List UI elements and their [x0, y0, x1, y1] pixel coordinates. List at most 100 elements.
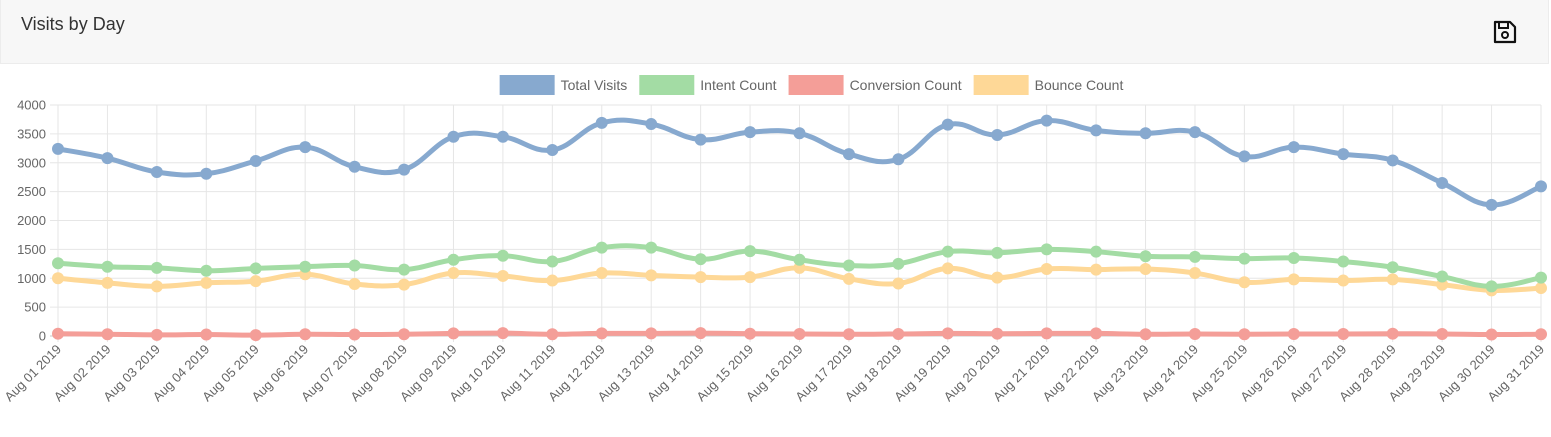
data-point-bounce-count[interactable]: [1139, 263, 1152, 276]
data-point-bounce-count[interactable]: [101, 276, 114, 289]
data-point-bounce-count[interactable]: [546, 274, 559, 287]
data-point-bounce-count[interactable]: [496, 269, 509, 282]
data-point-bounce-count[interactable]: [52, 272, 64, 285]
data-point-conversion-count[interactable]: [793, 327, 806, 340]
data-point-intent-count[interactable]: [52, 257, 64, 270]
data-point-conversion-count[interactable]: [892, 327, 905, 340]
data-point-bounce-count[interactable]: [941, 262, 954, 275]
data-point-total-visits[interactable]: [398, 163, 411, 176]
data-point-intent-count[interactable]: [793, 253, 806, 266]
data-point-intent-count[interactable]: [1485, 280, 1498, 293]
data-point-intent-count[interactable]: [1238, 252, 1251, 265]
data-point-total-visits[interactable]: [1485, 198, 1498, 211]
data-point-bounce-count[interactable]: [694, 271, 707, 284]
data-point-conversion-count[interactable]: [150, 328, 163, 341]
data-point-intent-count[interactable]: [991, 246, 1004, 259]
data-point-conversion-count[interactable]: [496, 327, 509, 340]
data-point-total-visits[interactable]: [941, 118, 954, 131]
data-point-intent-count[interactable]: [447, 253, 460, 266]
data-point-total-visits[interactable]: [1386, 154, 1399, 167]
data-point-conversion-count[interactable]: [1535, 328, 1547, 341]
data-point-total-visits[interactable]: [101, 152, 114, 165]
data-point-bounce-count[interactable]: [744, 271, 757, 284]
data-point-intent-count[interactable]: [200, 264, 213, 277]
data-point-intent-count[interactable]: [1386, 261, 1399, 274]
data-point-total-visits[interactable]: [249, 155, 262, 168]
data-point-conversion-count[interactable]: [1139, 328, 1152, 341]
data-point-conversion-count[interactable]: [299, 328, 312, 341]
data-point-bounce-count[interactable]: [1090, 263, 1103, 276]
data-point-intent-count[interactable]: [496, 249, 509, 262]
data-point-intent-count[interactable]: [1287, 252, 1300, 265]
data-point-conversion-count[interactable]: [101, 328, 114, 341]
data-point-total-visits[interactable]: [892, 153, 905, 166]
data-point-intent-count[interactable]: [299, 260, 312, 273]
data-point-bounce-count[interactable]: [447, 267, 460, 280]
data-point-bounce-count[interactable]: [249, 275, 262, 288]
data-point-conversion-count[interactable]: [1436, 327, 1449, 340]
data-point-intent-count[interactable]: [1535, 271, 1547, 284]
data-point-conversion-count[interactable]: [842, 328, 855, 341]
data-point-conversion-count[interactable]: [398, 328, 411, 341]
data-point-intent-count[interactable]: [546, 255, 559, 268]
data-point-bounce-count[interactable]: [1238, 276, 1251, 289]
data-point-intent-count[interactable]: [1337, 255, 1350, 268]
data-point-total-visits[interactable]: [1535, 180, 1547, 193]
data-point-intent-count[interactable]: [1188, 250, 1201, 263]
data-point-conversion-count[interactable]: [991, 327, 1004, 340]
data-point-conversion-count[interactable]: [744, 327, 757, 340]
data-point-conversion-count[interactable]: [1485, 328, 1498, 341]
save-chart-button[interactable]: [1491, 18, 1519, 46]
data-point-intent-count[interactable]: [398, 263, 411, 276]
data-point-total-visits[interactable]: [744, 126, 757, 139]
data-point-bounce-count[interactable]: [842, 272, 855, 285]
data-point-conversion-count[interactable]: [1337, 327, 1350, 340]
data-point-conversion-count[interactable]: [1238, 328, 1251, 341]
data-point-bounce-count[interactable]: [1386, 273, 1399, 286]
data-point-total-visits[interactable]: [1040, 114, 1053, 127]
data-point-bounce-count[interactable]: [150, 280, 163, 293]
data-point-total-visits[interactable]: [299, 141, 312, 154]
data-point-total-visits[interactable]: [1090, 124, 1103, 137]
data-point-intent-count[interactable]: [694, 253, 707, 266]
data-point-bounce-count[interactable]: [1287, 273, 1300, 286]
data-point-total-visits[interactable]: [348, 160, 361, 173]
data-point-conversion-count[interactable]: [1090, 327, 1103, 340]
data-point-conversion-count[interactable]: [1386, 327, 1399, 340]
data-point-bounce-count[interactable]: [892, 277, 905, 290]
data-point-conversion-count[interactable]: [1188, 327, 1201, 340]
data-point-conversion-count[interactable]: [546, 328, 559, 341]
data-point-intent-count[interactable]: [892, 257, 905, 270]
data-point-intent-count[interactable]: [249, 262, 262, 275]
data-point-bounce-count[interactable]: [595, 267, 608, 280]
data-point-intent-count[interactable]: [150, 261, 163, 274]
data-point-intent-count[interactable]: [744, 245, 757, 258]
data-point-conversion-count[interactable]: [348, 328, 361, 341]
data-point-intent-count[interactable]: [595, 241, 608, 254]
data-point-conversion-count[interactable]: [1040, 327, 1053, 340]
data-point-total-visits[interactable]: [447, 130, 460, 143]
data-point-total-visits[interactable]: [52, 142, 64, 155]
data-point-conversion-count[interactable]: [249, 329, 262, 342]
data-point-total-visits[interactable]: [150, 165, 163, 178]
data-point-conversion-count[interactable]: [447, 327, 460, 340]
data-point-total-visits[interactable]: [991, 129, 1004, 142]
data-point-total-visits[interactable]: [595, 116, 608, 129]
data-point-intent-count[interactable]: [941, 245, 954, 258]
data-point-intent-count[interactable]: [645, 241, 658, 254]
legend-item-total-visits[interactable]: Total Visits: [499, 75, 628, 95]
data-point-bounce-count[interactable]: [1040, 263, 1053, 276]
data-point-total-visits[interactable]: [694, 133, 707, 146]
data-point-intent-count[interactable]: [842, 259, 855, 272]
data-point-conversion-count[interactable]: [645, 327, 658, 340]
data-point-total-visits[interactable]: [1238, 150, 1251, 163]
data-point-conversion-count[interactable]: [1287, 327, 1300, 340]
data-point-total-visits[interactable]: [1139, 127, 1152, 140]
data-point-bounce-count[interactable]: [645, 269, 658, 282]
data-point-total-visits[interactable]: [1337, 148, 1350, 161]
data-point-conversion-count[interactable]: [200, 328, 213, 341]
legend-item-bounce-count[interactable]: Bounce Count: [973, 75, 1124, 95]
data-point-total-visits[interactable]: [1188, 126, 1201, 139]
data-point-total-visits[interactable]: [793, 127, 806, 140]
data-point-total-visits[interactable]: [842, 148, 855, 161]
